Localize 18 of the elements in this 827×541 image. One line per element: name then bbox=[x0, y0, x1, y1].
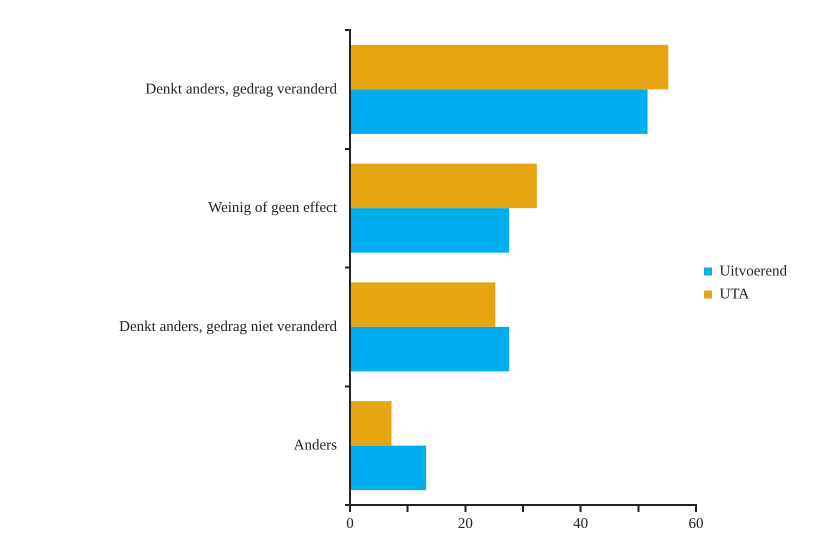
bar bbox=[351, 208, 510, 253]
x-tick-label: 20 bbox=[458, 516, 473, 532]
y-tick-label: Denkt anders, gedrag niet veranderd bbox=[119, 318, 338, 335]
y-tick-label: Anders bbox=[294, 438, 338, 454]
x-tick-label: 60 bbox=[688, 516, 704, 532]
bar bbox=[351, 401, 392, 446]
bar bbox=[351, 89, 648, 134]
bar bbox=[351, 164, 537, 208]
x-tick-label: 0 bbox=[346, 516, 354, 532]
bar bbox=[351, 446, 426, 490]
x-tick-label: 40 bbox=[573, 516, 588, 532]
bar bbox=[351, 282, 496, 327]
y-tick-label: Denkt anders, gedrag veranderd bbox=[145, 81, 338, 98]
legend-label: UTA bbox=[720, 286, 750, 302]
bar bbox=[351, 326, 510, 372]
legend-label: Uitvoerend bbox=[720, 263, 788, 280]
y-tick-label: Weinig of geen effect bbox=[208, 200, 338, 216]
bar bbox=[351, 44, 668, 90]
